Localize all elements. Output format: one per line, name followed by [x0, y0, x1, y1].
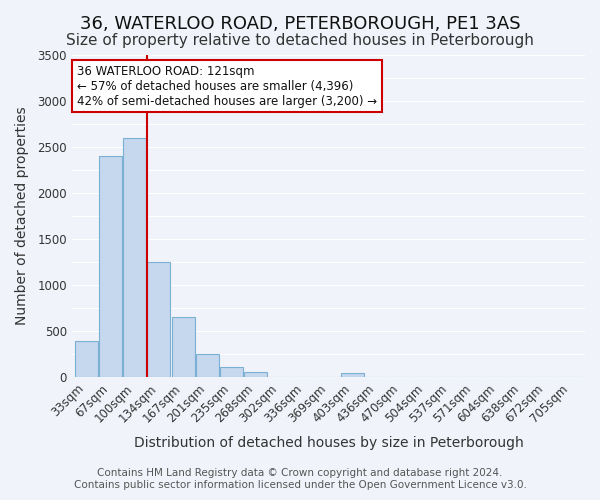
Text: 36 WATERLOO ROAD: 121sqm
← 57% of detached houses are smaller (4,396)
42% of sem: 36 WATERLOO ROAD: 121sqm ← 57% of detach…: [77, 64, 377, 108]
Bar: [148, 262, 170, 377]
Bar: [75, 342, 98, 377]
Y-axis label: Number of detached properties: Number of detached properties: [15, 107, 29, 326]
X-axis label: Distribution of detached houses by size in Peterborough: Distribution of detached houses by size …: [134, 436, 523, 450]
Text: Contains HM Land Registry data © Crown copyright and database right 2024.
Contai: Contains HM Land Registry data © Crown c…: [74, 468, 526, 490]
Bar: [123, 138, 146, 377]
Text: Size of property relative to detached houses in Peterborough: Size of property relative to detached ho…: [66, 32, 534, 48]
Bar: [196, 354, 219, 377]
Bar: [341, 372, 364, 377]
Bar: [172, 318, 194, 377]
Bar: [244, 372, 267, 377]
Bar: [220, 367, 243, 377]
Bar: [99, 156, 122, 377]
Text: 36, WATERLOO ROAD, PETERBOROUGH, PE1 3AS: 36, WATERLOO ROAD, PETERBOROUGH, PE1 3AS: [80, 15, 520, 33]
